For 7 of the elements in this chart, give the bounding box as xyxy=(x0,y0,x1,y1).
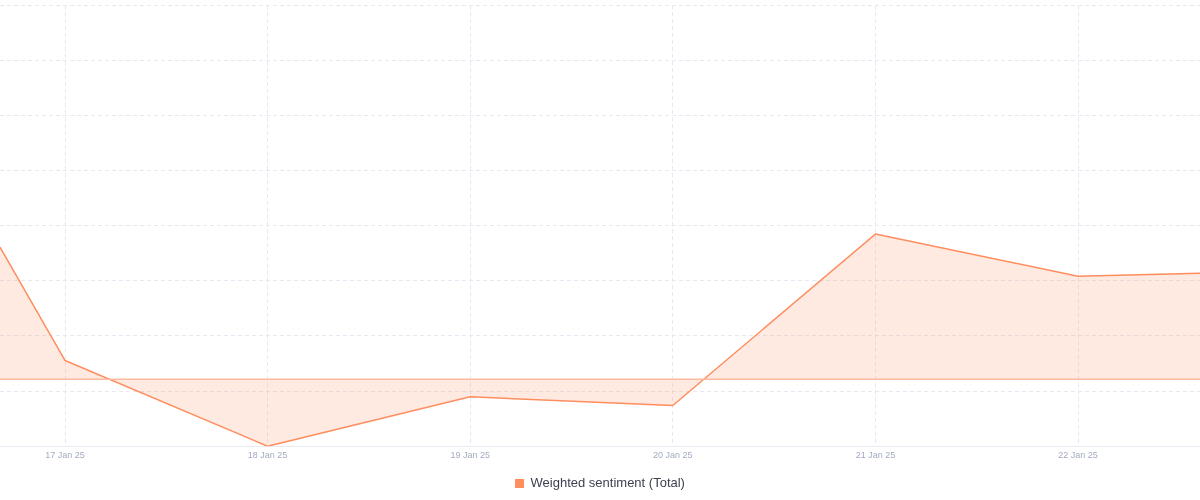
legend-label: Weighted sentiment (Total) xyxy=(530,475,685,491)
x-tick-label: 20 Jan 25 xyxy=(653,450,693,461)
x-tick-label: 21 Jan 25 xyxy=(855,450,896,461)
x-tick-label: 19 Jan 25 xyxy=(450,450,490,461)
x-tick-label: 22 Jan 25 xyxy=(1058,450,1098,461)
x-tick-label: 17 Jan 25 xyxy=(45,450,85,461)
x-tick-label: 18 Jan 25 xyxy=(247,450,288,461)
